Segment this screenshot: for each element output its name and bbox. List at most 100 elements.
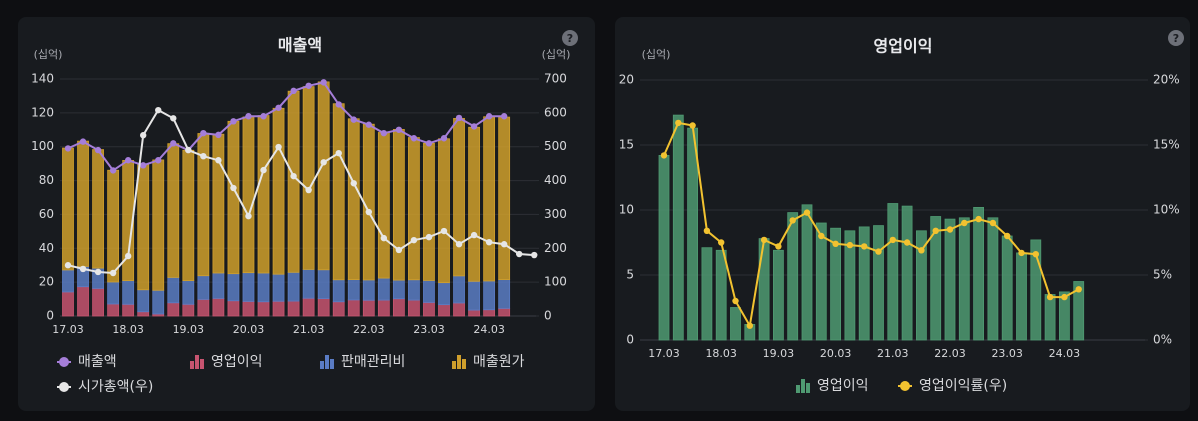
x-tick-label: 23.03 — [413, 323, 445, 336]
line-point — [335, 149, 342, 157]
y-tick-label: 5 — [626, 268, 634, 282]
line-point — [79, 265, 87, 273]
bar — [332, 103, 345, 281]
bar — [498, 279, 511, 309]
bar — [272, 300, 285, 317]
bar — [362, 123, 375, 281]
line-point — [861, 243, 868, 250]
bar — [92, 149, 104, 269]
bar — [197, 275, 210, 300]
line-point — [380, 234, 388, 242]
bar — [332, 301, 345, 317]
x-tick-label: 24.03 — [473, 323, 505, 336]
line-point — [350, 116, 357, 123]
bar — [438, 304, 450, 317]
x-tick-label: 18.03 — [705, 347, 737, 360]
bar — [287, 271, 300, 302]
chart-title: 매출액 — [278, 36, 322, 55]
line-point — [335, 101, 342, 108]
bar — [1030, 239, 1042, 341]
bar — [377, 299, 390, 317]
legend-label: 시가총액(우) — [78, 379, 153, 395]
line-point — [320, 159, 327, 166]
line-point — [875, 248, 882, 255]
bar — [483, 309, 496, 317]
bar — [167, 302, 180, 317]
y-tick-label: 20 — [619, 73, 634, 87]
line — [663, 121, 1080, 329]
bar — [347, 279, 360, 301]
bar — [1001, 235, 1013, 341]
line-point — [889, 236, 896, 244]
bar — [212, 133, 225, 274]
y2-tick-label: 0 — [544, 309, 552, 323]
bar — [332, 279, 345, 303]
line-point — [718, 239, 725, 246]
bar — [227, 273, 240, 302]
legend-icon — [806, 383, 810, 393]
bar — [227, 300, 240, 317]
bar — [730, 307, 741, 341]
y2-tick-label: 500 — [544, 139, 567, 153]
bar — [408, 299, 420, 317]
y-tick-label: 0 — [46, 309, 54, 323]
y2-tick-label: 100 — [544, 275, 567, 289]
bar — [701, 247, 713, 341]
bar — [958, 217, 970, 341]
x-tick-label: 23.03 — [991, 347, 1023, 360]
bar — [453, 275, 465, 304]
y-tick-label: 15 — [619, 138, 634, 152]
line-point — [305, 82, 312, 89]
x-tick-label: 19.03 — [173, 323, 205, 336]
line-point — [1018, 249, 1025, 257]
y2-tick-label: 600 — [544, 105, 567, 119]
bar — [302, 269, 315, 299]
bar — [137, 311, 150, 317]
y-unit: (십억) — [642, 48, 671, 61]
help-icon: ? — [1173, 32, 1179, 45]
line-point — [260, 113, 267, 120]
bar — [302, 297, 315, 317]
bar — [658, 154, 670, 341]
line-point — [320, 79, 327, 86]
line-point — [732, 297, 739, 305]
line-point — [1046, 293, 1054, 301]
y2-tick-label: 400 — [544, 173, 567, 187]
bar — [347, 118, 360, 281]
line-point — [500, 113, 508, 120]
line-point — [155, 106, 162, 114]
legend-label: 판매관리비 — [341, 354, 405, 370]
bar — [801, 204, 813, 341]
y2-tick-label: 5% — [1153, 268, 1172, 282]
legend-icon — [796, 385, 800, 393]
line-point — [803, 209, 811, 216]
bar — [242, 301, 255, 317]
help-icon-bg — [1168, 30, 1184, 46]
bar — [423, 280, 435, 303]
bar — [152, 159, 165, 291]
bar — [715, 249, 727, 341]
line-point — [395, 246, 403, 254]
y-tick-label: 10 — [619, 203, 634, 217]
line-point — [531, 251, 538, 259]
line-point — [485, 113, 493, 120]
bar — [272, 107, 285, 275]
line-point — [79, 138, 87, 145]
line-point — [365, 121, 372, 128]
bar — [77, 286, 89, 317]
line-point — [410, 135, 418, 142]
bar — [1016, 252, 1027, 341]
bar — [167, 277, 180, 304]
bar — [257, 301, 270, 317]
x-tick-label: 19.03 — [763, 347, 795, 360]
legend-label: 영업이익 — [211, 354, 263, 370]
y-tick-label: 40 — [39, 241, 54, 255]
bar — [107, 281, 120, 305]
line-point — [425, 233, 433, 241]
legend-label: 매출원가 — [473, 354, 525, 370]
legend-icon — [59, 382, 69, 392]
bar — [107, 169, 120, 283]
line-point — [455, 241, 463, 248]
line-point — [485, 238, 493, 246]
bar — [272, 273, 285, 302]
